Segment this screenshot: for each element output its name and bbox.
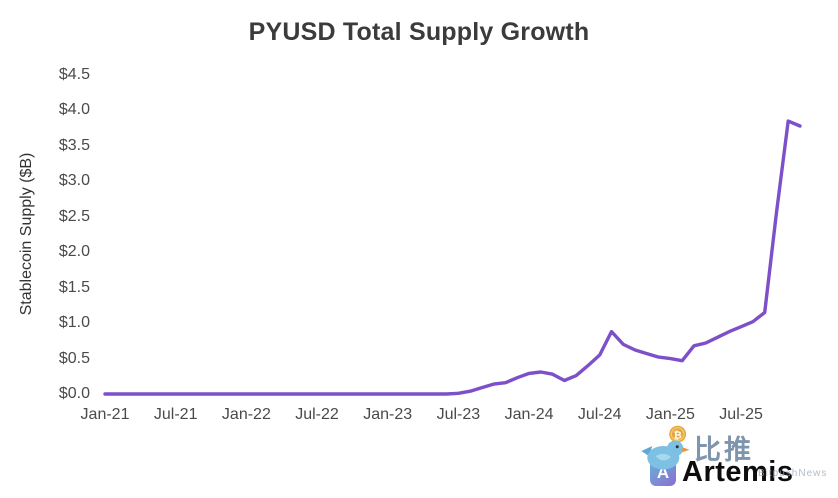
y-axis-title: Stablecoin Supply ($B)	[18, 152, 35, 316]
y-tick-label: $2.5	[58, 207, 90, 225]
y-tick-label: $3.5	[58, 136, 90, 154]
bitpush-bird-icon: ₿	[641, 425, 690, 470]
y-tick-label: $3.0	[58, 172, 90, 190]
x-tick-label: Jul-25	[719, 406, 763, 423]
y-tick-label: $4.5	[58, 66, 90, 83]
y-tick-label: $1.5	[58, 278, 90, 296]
bitpush-label: 比推	[694, 435, 754, 465]
x-tick-label: Jan-21	[80, 406, 130, 423]
bitpush-subtext: BitpushNews	[758, 468, 828, 479]
y-tick-label: $1.0	[58, 314, 90, 332]
x-tick-label: Jan-24	[504, 406, 554, 423]
x-tick-label: Jan-25	[645, 406, 695, 423]
x-tick-label: Jul-22	[295, 406, 339, 423]
x-tick-label: Jul-24	[577, 406, 622, 423]
x-tick-label: Jul-23	[436, 406, 481, 423]
watermark: ₿ 比推 BitpushNews A Artemis	[638, 424, 834, 494]
x-tick-label: Jan-22	[221, 406, 271, 423]
y-tick-label: $2.0	[58, 243, 90, 261]
svg-text:₿: ₿	[674, 429, 682, 441]
y-tick-label: $0.0	[58, 385, 90, 402]
supply-line	[103, 119, 802, 396]
y-tick-label: $0.5	[58, 349, 90, 367]
y-tick-label: $4.0	[58, 101, 90, 119]
chart-title: PYUSD Total Supply Growth	[248, 18, 590, 46]
x-tick-label: Jul-21	[153, 406, 198, 423]
x-tick-label: Jan-23	[363, 406, 413, 423]
artemis-label: Artemis	[682, 456, 794, 488]
